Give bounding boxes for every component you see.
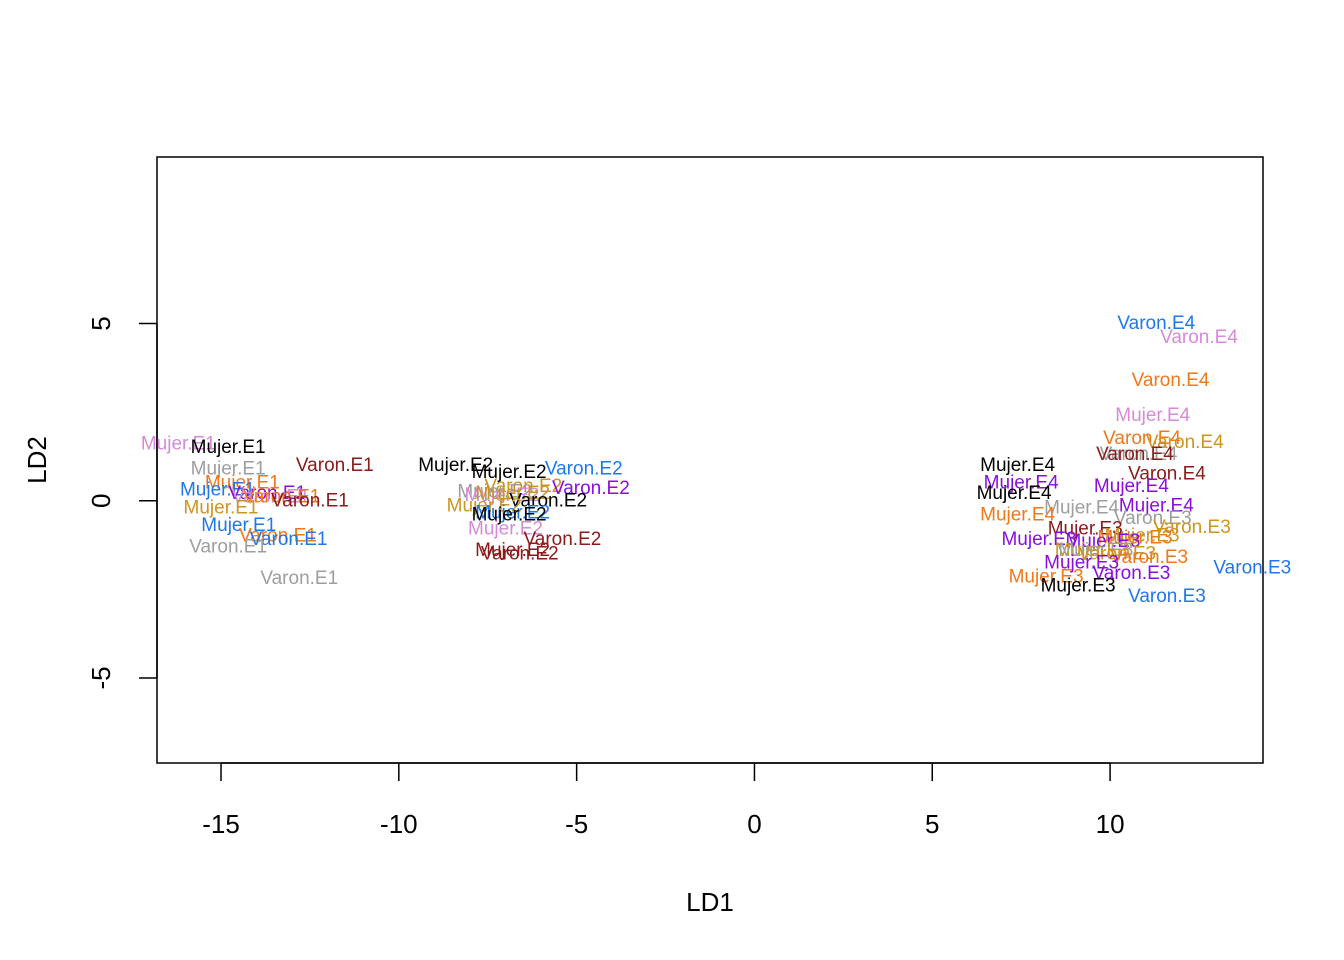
point-label: Varon.E2 — [524, 529, 602, 550]
x-tick-label: -10 — [380, 809, 418, 839]
point-label: Mujer.E3 — [1097, 527, 1172, 548]
point-label: Mujer.E2 — [475, 483, 550, 504]
point-label: Mujer.E3 — [1055, 540, 1130, 561]
point-label: Varon.E3 — [1110, 547, 1188, 568]
point-label: Varon.E2 — [545, 458, 623, 479]
point-label: Mujer.E4 — [1115, 405, 1190, 426]
point-label: Mujer.E4 — [980, 455, 1055, 476]
x-axis-title: LD1 — [686, 887, 734, 917]
point-label: Varon.E1 — [250, 529, 328, 550]
point-label: Mujer.E4 — [1094, 476, 1169, 497]
point-label: Mujer.E4 — [980, 504, 1055, 525]
point-label: Mujer.E3 — [1041, 575, 1116, 596]
point-label: Varon.E4 — [1103, 428, 1181, 449]
point-label: Mujer.E1 — [205, 473, 280, 494]
point-label: Mujer.E2 — [472, 462, 547, 483]
point-label: Mujer.E4 — [977, 483, 1052, 504]
point-label: Varon.E3 — [1093, 563, 1171, 584]
point-label: Mujer.E3 — [1058, 540, 1133, 561]
x-tick-label: 10 — [1096, 809, 1125, 839]
point-label: Mujer.E2 — [475, 503, 550, 524]
point-label: Varon.E4 — [1128, 464, 1206, 485]
point-label: Varon.E1 — [260, 568, 338, 589]
x-tick-label: -5 — [565, 809, 588, 839]
point-label: Varon.E1 — [243, 487, 321, 508]
point-label: Varon.E3 — [1153, 517, 1231, 538]
point-label: Mujer.E2 — [447, 496, 522, 517]
point-label: Mujer.E3 — [1001, 529, 1076, 550]
point-label: Mujer.E3 — [1105, 526, 1180, 547]
point-label: Varon.E4 — [1117, 313, 1195, 334]
x-tick-label: 5 — [925, 809, 939, 839]
point-label: Mujer.E3 — [1044, 552, 1119, 573]
point-label: Mujer.E1 — [180, 480, 255, 501]
point-label: Varon.E4 — [1096, 444, 1174, 465]
point-label: Mujer.E2 — [475, 540, 550, 561]
point-label: Mujer.E1 — [201, 515, 276, 536]
point-label: Varon.E4 — [1100, 444, 1178, 465]
point-label: Varon.E4 — [1146, 432, 1224, 453]
point-label: Varon.E3 — [1078, 543, 1156, 564]
point-label: Mujer.E2 — [468, 519, 543, 540]
point-label: Varon.E1 — [232, 487, 310, 508]
point-label: Varon.E2 — [552, 478, 630, 499]
point-label: Varon.E1 — [296, 455, 374, 476]
y-axis: -5 0 5 — [86, 316, 158, 690]
point-label: Mujer.E3 — [1065, 531, 1140, 552]
y-axis-title: LD2 — [22, 436, 52, 484]
point-label: Varon.E1 — [271, 490, 349, 511]
point-label: Mujer.E1 — [191, 458, 266, 479]
point-label: Varon.E3 — [1128, 586, 1206, 607]
point-label: Varon.E2 — [509, 490, 587, 511]
point-label: Varon.E4 — [1160, 327, 1238, 348]
point-label: Mujer.E4 — [1119, 496, 1194, 517]
x-tick-label: 0 — [747, 809, 761, 839]
point-label: Mujer.E3 — [1009, 566, 1084, 587]
point-label: Varon.E4 — [1132, 370, 1210, 391]
x-tick-label: -15 — [202, 809, 240, 839]
point-label: Varon.E1 — [189, 536, 267, 557]
point-label: Varon.E1 — [228, 483, 306, 504]
point-label: Mujer.E4 — [984, 473, 1059, 494]
point-label: Mujer.E1 — [184, 497, 259, 518]
y-tick-label: 5 — [86, 316, 116, 330]
x-axis: -15 -10 -5 0 5 10 — [202, 762, 1125, 839]
point-label: Varon.E2 — [481, 543, 559, 564]
point-label: Mujer.E2 — [457, 481, 532, 502]
point-label: Varon.E3 — [1213, 558, 1291, 579]
point-label: Varon.E3 — [1114, 508, 1192, 529]
y-tick-label: -5 — [86, 666, 116, 689]
point-label: Mujer.E1 — [141, 434, 216, 455]
point-label: Mujer.E1 — [191, 437, 266, 458]
point-label: Mujer.E2 — [472, 504, 547, 525]
point-label: Varon.E2 — [484, 476, 562, 497]
point-label: Varon.E1 — [239, 526, 317, 547]
point-label: Mujer.E2 — [464, 485, 539, 506]
point-label: Mujer.E4 — [1044, 497, 1119, 518]
point-label: Mujer.E3 — [1048, 519, 1123, 540]
point-label: Mujer.E2 — [418, 455, 493, 476]
y-tick-label: 0 — [86, 494, 116, 508]
